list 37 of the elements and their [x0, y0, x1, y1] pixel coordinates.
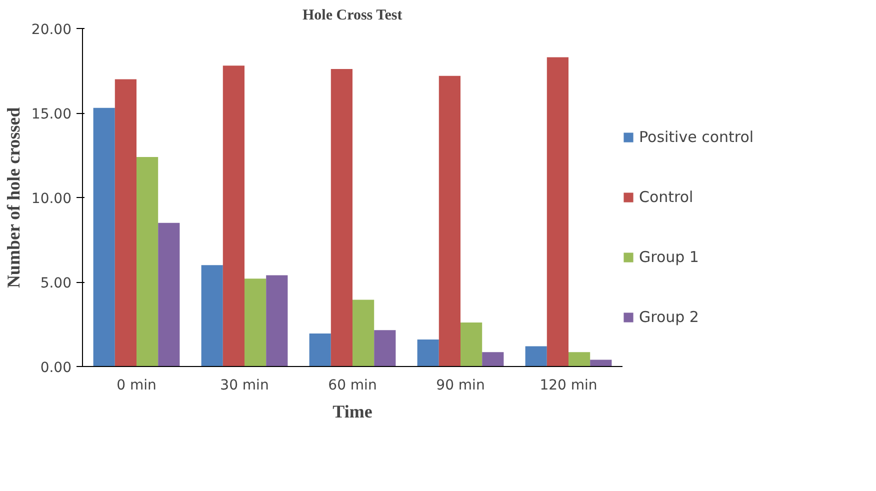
- bar: [352, 300, 374, 366]
- legend-label: Positive control: [639, 128, 754, 146]
- y-tick-label: 15.00: [31, 106, 72, 122]
- bar: [158, 222, 180, 366]
- bar: [568, 352, 590, 366]
- x-tick-label: 60 min: [328, 378, 377, 394]
- bar: [266, 275, 288, 366]
- x-tick-label: 0 min: [116, 378, 156, 394]
- x-tick-label: 120 min: [540, 378, 598, 394]
- bar: [546, 57, 568, 366]
- bar: [438, 76, 460, 366]
- bar: [136, 156, 158, 366]
- bar: [417, 339, 439, 366]
- chart-title: Hole Cross Test: [302, 8, 402, 24]
- legend-label: Group 1: [639, 248, 699, 266]
- y-tick-label: 5.00: [40, 276, 72, 292]
- bar: [482, 352, 504, 366]
- bar: [330, 69, 352, 366]
- bar: [525, 346, 547, 366]
- bar: [93, 108, 115, 366]
- x-axis-title: Time: [332, 402, 372, 422]
- bar: [222, 66, 244, 366]
- legend-label: Control: [639, 188, 694, 206]
- bar: [309, 334, 331, 366]
- bar: [374, 330, 396, 366]
- x-tick-label: 30 min: [220, 378, 269, 394]
- y-tick-label: 20.00: [31, 22, 72, 38]
- bar: [114, 79, 136, 366]
- y-tick-label: 10.00: [31, 191, 72, 207]
- bar: [244, 278, 266, 366]
- y-axis-title: Number of hole crossed: [3, 107, 24, 288]
- x-tick-label: 90 min: [436, 378, 485, 394]
- bar: [201, 265, 223, 366]
- legend-label: Group 2: [639, 308, 699, 326]
- bar: [590, 360, 612, 366]
- y-tick-label: 0.00: [40, 360, 72, 376]
- bar: [460, 322, 482, 366]
